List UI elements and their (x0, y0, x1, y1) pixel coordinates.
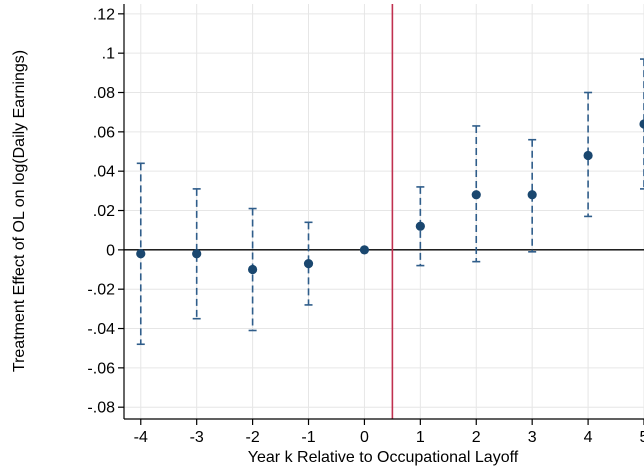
point-estimate-2 (248, 264, 258, 275)
y-tick-label-2: .08 (93, 85, 115, 102)
x-tick-label-5: 1 (416, 429, 425, 446)
x-axis-label: Year k Relative to Occupational Layoff (248, 449, 519, 466)
point-estimate-0 (136, 249, 146, 259)
y-tick-label-4: .04 (93, 164, 115, 181)
y-tick-label-9: -.06 (87, 360, 115, 377)
y-tick-label-1: .1 (102, 46, 115, 63)
x-tick-label-7: 3 (528, 429, 537, 446)
x-tick-label-0: -4 (134, 429, 148, 446)
confidence-intervals (136, 58, 644, 346)
y-tick-label-3: .06 (93, 124, 115, 141)
x-tick-label-9: 5 (640, 429, 644, 446)
point-estimate-4 (359, 245, 370, 255)
x-tick-label-3: -1 (301, 429, 315, 446)
reference-lines (124, 4, 644, 419)
x-tick-label-4: 0 (360, 429, 369, 446)
point-estimates (136, 119, 644, 275)
point-estimate-1 (192, 249, 202, 259)
x-tick-label-8: 4 (584, 429, 593, 446)
y-tick-label-5: .02 (93, 203, 115, 220)
point-estimate-6 (471, 190, 481, 200)
y-tick-label-10: -.08 (87, 400, 115, 417)
x-tick-label-2: -2 (245, 429, 259, 446)
point-estimate-9 (639, 119, 644, 129)
point-estimate-8 (583, 150, 593, 161)
x-tick-label-1: -3 (190, 429, 204, 446)
y-tick-label-6: 0 (106, 242, 115, 259)
x-tick-label-6: 2 (472, 429, 481, 446)
y-axis-label: Treatment Effect of OL on log(Daily Earn… (11, 50, 28, 372)
point-estimate-7 (527, 190, 537, 200)
y-tick-label-7: -.02 (87, 282, 115, 299)
point-estimate-3 (303, 259, 314, 269)
grid-layer (124, 4, 644, 419)
axes: .12 .1 .08 .06 .04 .02 0 -.02 -.04 -.06 -.08 -4 -3 -2… (87, 4, 644, 446)
y-tick-label-0: .12 (93, 6, 115, 23)
y-tick-label-8: -.04 (87, 321, 115, 338)
point-estimate-5 (415, 221, 425, 231)
